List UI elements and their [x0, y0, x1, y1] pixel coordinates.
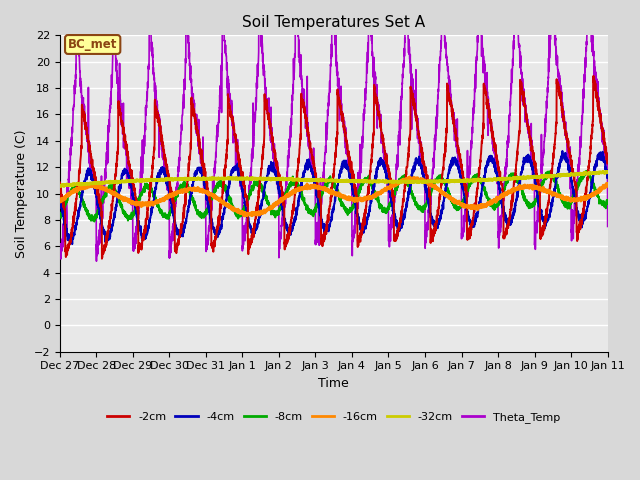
Legend: -2cm, -4cm, -8cm, -16cm, -32cm, Theta_Temp: -2cm, -4cm, -8cm, -16cm, -32cm, Theta_Te… — [103, 408, 564, 428]
Text: BC_met: BC_met — [68, 38, 117, 51]
Y-axis label: Soil Temperature (C): Soil Temperature (C) — [15, 129, 28, 258]
X-axis label: Time: Time — [318, 377, 349, 390]
Title: Soil Temperatures Set A: Soil Temperatures Set A — [242, 15, 425, 30]
